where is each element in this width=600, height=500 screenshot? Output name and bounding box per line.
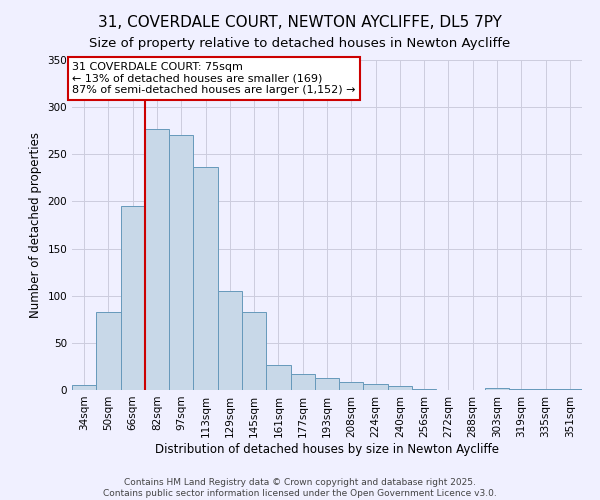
Bar [315,378,339,390]
Bar [218,291,242,390]
Text: Size of property relative to detached houses in Newton Aycliffe: Size of property relative to detached ho… [89,38,511,51]
Bar [169,136,193,390]
Y-axis label: Number of detached properties: Number of detached properties [29,132,42,318]
Bar [72,386,96,390]
Bar [96,312,121,390]
X-axis label: Distribution of detached houses by size in Newton Aycliffe: Distribution of detached houses by size … [155,442,499,456]
Bar [533,389,558,390]
Bar [145,129,169,390]
Bar [485,388,509,390]
Bar [290,374,315,390]
Bar [266,364,290,390]
Bar [558,389,582,390]
Bar [121,206,145,390]
Bar [388,386,412,390]
Bar [242,312,266,390]
Text: 31, COVERDALE COURT, NEWTON AYCLIFFE, DL5 7PY: 31, COVERDALE COURT, NEWTON AYCLIFFE, DL… [98,15,502,30]
Bar [509,389,533,390]
Text: Contains HM Land Registry data © Crown copyright and database right 2025.
Contai: Contains HM Land Registry data © Crown c… [103,478,497,498]
Text: 31 COVERDALE COURT: 75sqm
← 13% of detached houses are smaller (169)
87% of semi: 31 COVERDALE COURT: 75sqm ← 13% of detac… [72,62,355,95]
Bar [364,384,388,390]
Bar [339,382,364,390]
Bar [193,166,218,390]
Bar [412,389,436,390]
